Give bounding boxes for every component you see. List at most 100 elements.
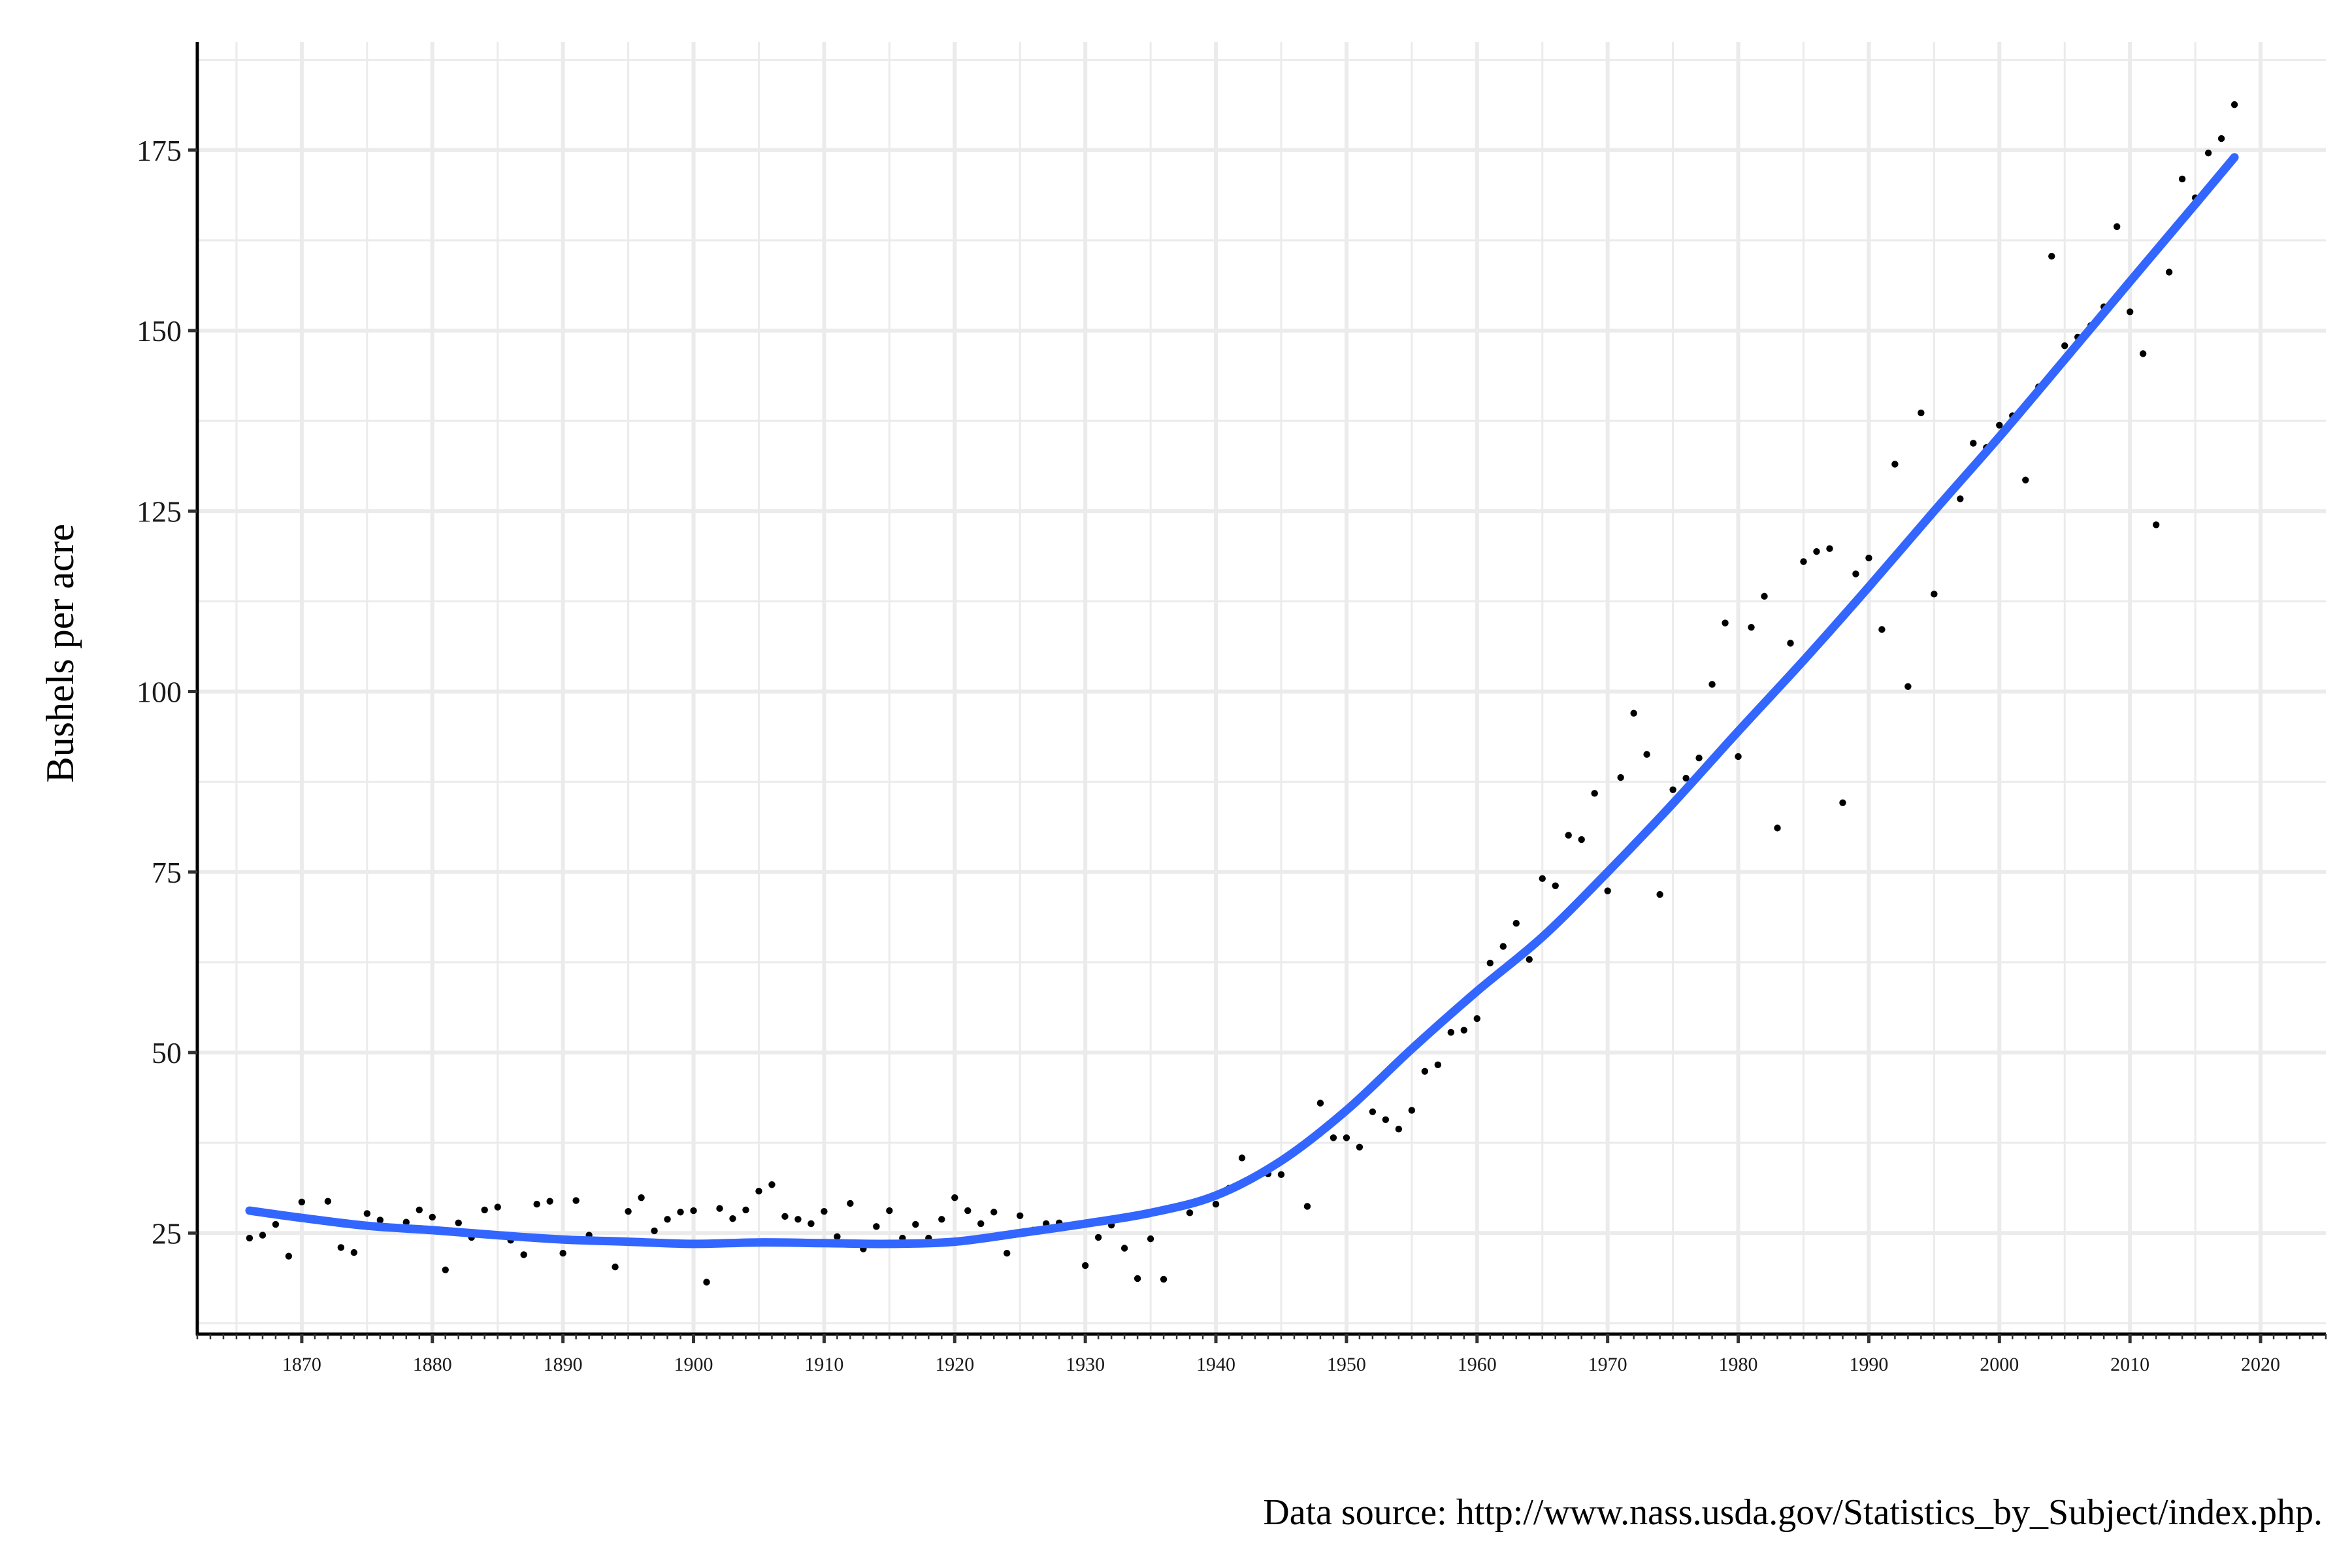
x-tick-label: 2000	[1980, 1354, 2019, 1375]
data-point	[1656, 890, 1663, 898]
data-point	[1852, 570, 1859, 578]
data-point	[1813, 547, 1820, 555]
data-point	[1891, 461, 1899, 468]
data-point	[2165, 269, 2173, 276]
data-point	[1878, 626, 1886, 633]
data-point	[729, 1215, 736, 1222]
data-point	[2139, 350, 2147, 357]
data-point	[1486, 959, 1494, 967]
x-tick-label: 1920	[935, 1354, 974, 1375]
data-point	[1735, 753, 1742, 760]
data-point	[2113, 223, 2121, 231]
data-point	[703, 1279, 710, 1286]
data-point	[951, 1194, 958, 1201]
data-point	[1774, 825, 1781, 832]
grid	[197, 42, 2326, 1334]
data-point	[1356, 1143, 1364, 1151]
data-point	[1669, 786, 1676, 794]
data-point	[1395, 1125, 1403, 1133]
data-point	[2126, 308, 2134, 316]
x-tick-label: 1970	[1588, 1354, 1627, 1375]
data-point	[1120, 1245, 1128, 1252]
data-point	[1238, 1154, 1246, 1162]
data-point	[1604, 887, 1611, 894]
data-point	[363, 1210, 371, 1217]
data-point	[1826, 545, 1833, 552]
data-point	[1147, 1235, 1154, 1243]
data-point	[1643, 751, 1650, 758]
data-point	[1434, 1061, 1442, 1069]
data-point	[1617, 774, 1624, 781]
data-point	[1865, 554, 1872, 562]
data-point	[1004, 1250, 1011, 1257]
data-point	[546, 1198, 553, 1205]
data-point	[572, 1197, 580, 1204]
data-point	[337, 1244, 345, 1251]
data-point	[625, 1207, 632, 1215]
tick-labels: 25 50 75 100 125 150 175 1870 1880 1890 1900 1910 19…	[137, 134, 2280, 1375]
data-point	[1526, 956, 1533, 963]
data-point	[246, 1234, 253, 1242]
data-point	[2217, 135, 2225, 142]
data-point	[1186, 1209, 1194, 1217]
data-point	[755, 1188, 762, 1195]
data-point	[1565, 832, 1572, 839]
x-tick-label: 1880	[413, 1354, 452, 1375]
data-point	[376, 1217, 384, 1224]
data-point	[664, 1216, 671, 1223]
data-point	[533, 1200, 540, 1208]
y-tick-label: 100	[137, 676, 182, 709]
data-point	[2204, 149, 2212, 157]
data-point	[520, 1251, 527, 1258]
data-point	[1918, 409, 1925, 417]
data-point	[1970, 440, 1977, 447]
data-point	[781, 1213, 789, 1220]
data-point	[285, 1252, 293, 1260]
data-point	[1682, 774, 1690, 782]
data-point	[1800, 558, 1807, 565]
x-tick-label: 1940	[1196, 1354, 1235, 1375]
data-point	[1343, 1134, 1350, 1141]
x-tick-label: 1950	[1327, 1354, 1366, 1375]
data-point	[1212, 1200, 1220, 1208]
data-point	[1316, 1100, 1324, 1107]
x-tick-label: 1960	[1458, 1354, 1497, 1375]
data-point	[1499, 943, 1507, 950]
x-tick-label: 1890	[544, 1354, 583, 1375]
data-point	[2048, 252, 2055, 260]
data-point	[1630, 710, 1637, 717]
data-point	[1382, 1116, 1390, 1124]
data-point	[1539, 875, 1546, 882]
data-point	[847, 1200, 854, 1207]
data-point	[1761, 593, 1768, 600]
data-point	[794, 1216, 802, 1223]
axes	[188, 42, 2327, 1343]
data-point	[2178, 175, 2186, 183]
data-point	[938, 1216, 945, 1223]
trend-line	[245, 153, 2239, 1249]
data-point	[1787, 640, 1794, 647]
data-point	[442, 1266, 449, 1273]
y-tick-label: 175	[137, 134, 182, 167]
data-point	[1552, 882, 1559, 889]
data-point	[912, 1220, 919, 1228]
x-tick-label: 1900	[674, 1354, 713, 1375]
y-tick-label: 125	[137, 495, 182, 528]
data-point	[1277, 1171, 1285, 1178]
data-point	[429, 1213, 436, 1221]
data-point	[272, 1220, 280, 1228]
data-point	[1591, 790, 1598, 797]
data-point	[2061, 342, 2068, 350]
data-point	[1722, 619, 1729, 627]
data-point	[1473, 1015, 1480, 1022]
data-point	[977, 1220, 985, 1228]
data-point	[1369, 1108, 1377, 1115]
data-point	[873, 1223, 880, 1230]
data-point	[1094, 1233, 1102, 1241]
x-tick-label: 2020	[2241, 1354, 2280, 1375]
data-point	[481, 1206, 488, 1214]
data-point	[1957, 495, 1964, 502]
data-point	[2230, 101, 2238, 108]
y-tick-label: 150	[137, 314, 182, 348]
